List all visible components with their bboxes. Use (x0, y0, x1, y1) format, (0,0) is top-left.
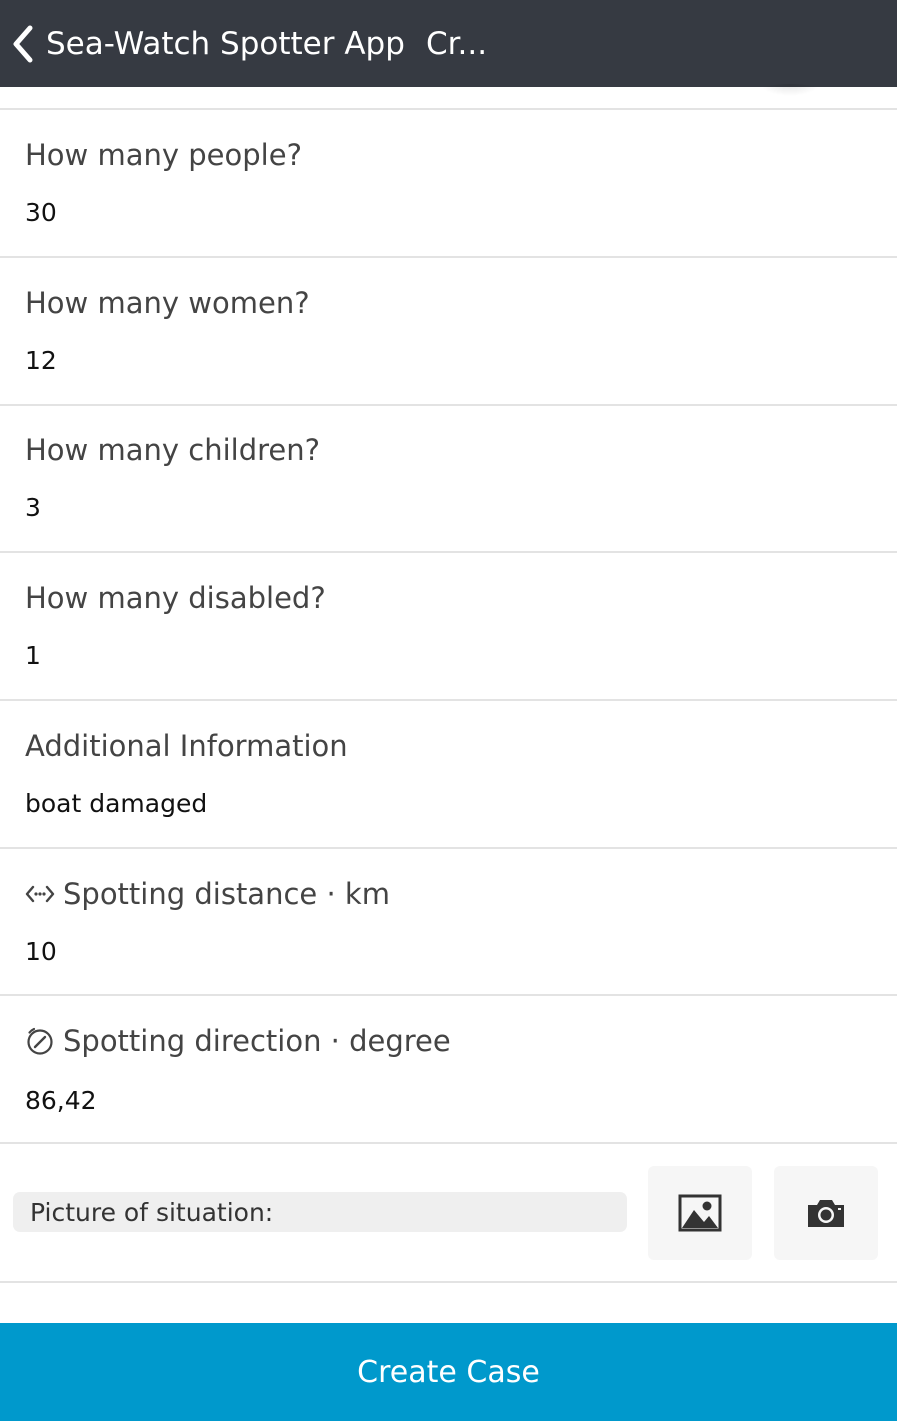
divider (0, 256, 897, 258)
camera-icon (808, 1200, 844, 1227)
field-women[interactable]: How many women? (0, 258, 897, 404)
children-input[interactable] (25, 493, 825, 522)
picture-row: Picture of situation: (0, 1144, 897, 1284)
field-label-children: How many children? (25, 433, 321, 467)
create-case-button[interactable]: Create Case (0, 1323, 897, 1421)
divider (0, 551, 897, 553)
divider (0, 699, 897, 701)
field-children[interactable]: How many children? (0, 406, 897, 552)
field-disabled[interactable]: How many disabled? (0, 553, 897, 699)
spotting-distance-label: Spotting distance · km (63, 877, 390, 911)
app-title: Sea-Watch Spotter App (46, 25, 405, 62)
field-spotting-distance[interactable]: Spotting distance · km (0, 849, 897, 995)
field-label-additional-info: Additional Information (25, 729, 348, 763)
chevron-left-icon (13, 25, 33, 63)
disabled-input[interactable] (25, 641, 825, 670)
distance-arrows-icon (25, 883, 55, 905)
additional-info-input[interactable] (25, 789, 825, 818)
divider (0, 404, 897, 406)
divider (0, 1281, 897, 1283)
field-label-women: How many women? (25, 286, 310, 320)
divider (0, 1142, 897, 1144)
divider (0, 108, 897, 110)
field-label-people: How many people? (25, 138, 302, 172)
app-header: Sea-Watch Spotter App Cr... (0, 0, 897, 87)
choose-image-button[interactable] (648, 1166, 752, 1260)
spotting-direction-input[interactable] (25, 1086, 825, 1115)
image-icon (678, 1194, 722, 1232)
field-additional-info[interactable]: Additional Information (0, 701, 897, 847)
back-button[interactable] (4, 22, 42, 66)
page-title: Cr... (426, 25, 488, 62)
take-photo-button[interactable] (774, 1166, 878, 1260)
field-people[interactable]: How many people? (0, 110, 897, 256)
picture-label: Picture of situation: (13, 1192, 627, 1232)
field-spotting-direction[interactable]: Spotting direction · degree (0, 996, 897, 1142)
field-label-disabled: How many disabled? (25, 581, 326, 615)
divider (0, 847, 897, 849)
field-label-spotting-direction: Spotting direction · degree (25, 1024, 451, 1058)
people-input[interactable] (25, 198, 825, 227)
women-input[interactable] (25, 346, 825, 375)
scroll-shadow (760, 84, 820, 96)
spotting-distance-input[interactable] (25, 937, 825, 966)
divider (0, 994, 897, 996)
field-label-spotting-distance: Spotting distance · km (25, 877, 390, 911)
spotting-direction-label: Spotting direction · degree (63, 1024, 451, 1058)
compass-icon (25, 1026, 55, 1056)
